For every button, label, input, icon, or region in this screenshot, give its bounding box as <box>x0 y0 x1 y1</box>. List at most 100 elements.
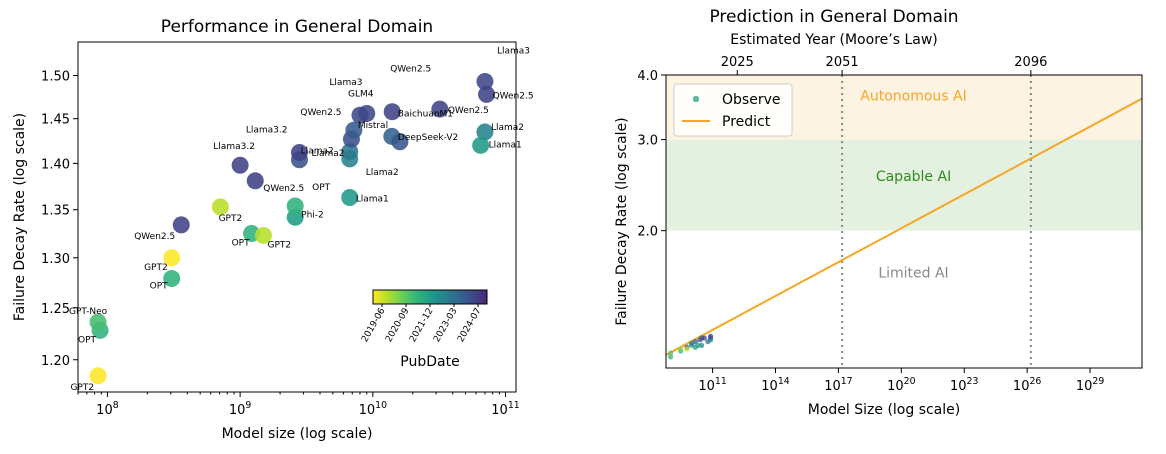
data-point <box>211 198 229 216</box>
top-axis-label: Estimated Year (Moore’s Law) <box>730 32 937 48</box>
point-label: Llama1 <box>489 140 522 150</box>
data-point <box>290 144 308 162</box>
observe-point <box>668 350 674 356</box>
top-tick-label: 2051 <box>826 55 859 70</box>
point-label: DeepSeek-V2 <box>398 133 458 143</box>
point-label: QWen2.5 <box>390 65 431 75</box>
y-tick-label: 1.25 <box>41 302 70 317</box>
data-point <box>351 106 369 124</box>
data-point <box>341 143 359 161</box>
x-tick-label: 1017 <box>824 376 852 394</box>
point-label: Llama2 <box>311 149 344 159</box>
x-axis-label: Model size (log scale) <box>222 426 373 442</box>
data-point <box>89 367 107 385</box>
point-label: Llama3.2 <box>213 142 255 152</box>
predict-line <box>665 97 1143 356</box>
point-label: BaichuanM1 <box>398 109 453 119</box>
point-label: GLM4 <box>348 89 374 99</box>
observe-point <box>701 335 707 341</box>
observe-point <box>692 344 698 350</box>
colorbar <box>372 289 488 305</box>
top-tick-label: 2096 <box>1014 55 1047 70</box>
point-label: Llama1 <box>356 195 389 205</box>
region-band <box>666 230 1142 368</box>
point-label: QWen2.5 <box>448 106 489 116</box>
x-tick-label: 1026 <box>1013 376 1041 394</box>
legend-label: Predict <box>722 114 771 130</box>
colorbar-tick-label: 2024-07 <box>456 307 483 345</box>
data-point <box>286 197 304 215</box>
x-tick-label: 1029 <box>1076 376 1104 394</box>
observe-point <box>692 339 698 345</box>
data-point <box>345 121 363 139</box>
data-point <box>231 156 249 174</box>
colorbar-label: PubDate <box>400 354 459 370</box>
point-label: GPT2 <box>267 240 291 250</box>
point-label: Llama2 <box>491 123 524 133</box>
y-tick-label: 4.0 <box>637 69 658 84</box>
data-point <box>341 189 359 207</box>
y-tick-label: 1.30 <box>41 252 70 267</box>
observe-point <box>707 333 714 339</box>
point-label: QWen2.5 <box>263 184 304 194</box>
point-label: QWen2.5 <box>493 91 534 101</box>
x-tick-label: 1011 <box>698 376 726 394</box>
x-tick-label: 1011 <box>491 400 519 418</box>
x-tick-label: 108 <box>96 400 119 418</box>
x-tick-label: 1010 <box>359 400 387 418</box>
y-tick-label: 2.0 <box>637 225 658 240</box>
data-point <box>163 270 181 288</box>
data-point <box>391 133 409 151</box>
y-tick-label: 1.50 <box>41 70 70 85</box>
data-point <box>172 216 190 234</box>
data-point <box>246 172 264 190</box>
y-axis-label: Failure Decay Rate (log scale) <box>12 113 28 321</box>
data-point <box>383 103 401 121</box>
data-point <box>472 136 490 154</box>
point-label: OPT <box>150 282 169 292</box>
chart-title: Performance in General Domain <box>161 17 433 37</box>
data-point <box>163 249 181 267</box>
legend-box <box>673 83 793 137</box>
observe-point <box>668 354 674 360</box>
y-tick-label: 1.35 <box>41 204 70 219</box>
y-tick-label: 1.20 <box>41 354 70 369</box>
point-label: Llama3.2 <box>246 126 288 136</box>
point-labels: GPT2 OPT GPT-Neo GPT2 OPT QWen2.5 GPT2 Llama3.2… <box>69 46 534 392</box>
y-tick-label: 3.0 <box>637 134 658 149</box>
point-label: OPT <box>312 183 331 193</box>
top-tick-label: 2025 <box>721 55 754 70</box>
data-point <box>476 72 494 90</box>
region-label: Autonomous AI <box>860 89 966 105</box>
point-label: Phi-2 <box>301 210 324 220</box>
data-points <box>89 72 496 385</box>
region-label: Capable AI <box>876 169 951 185</box>
y-tick-label: 1.40 <box>41 157 70 172</box>
plot-frame <box>77 41 517 393</box>
point-label: Mistral <box>358 121 388 131</box>
point-label: QWen2.5 <box>300 108 341 118</box>
point-label: Llama3 <box>497 46 530 56</box>
point-label: Llama3 <box>329 78 362 88</box>
point-label: GPT-Neo <box>69 307 108 317</box>
point-label: OPT <box>232 239 251 249</box>
x-tick-label: 1020 <box>887 376 915 394</box>
point-label: GPT2 <box>70 383 94 393</box>
left-chart: Performance in General Domain GPT2 OPT GPT-… <box>12 17 534 442</box>
point-label: GPT2 <box>144 263 168 273</box>
x-tick-label: 109 <box>229 400 252 418</box>
data-point <box>431 100 449 118</box>
observe-point <box>699 342 705 348</box>
data-point <box>476 123 494 141</box>
observe-point <box>705 339 711 345</box>
data-point <box>89 313 107 331</box>
right-chart: Autonomous AI Capable AI Limited AI Predict… <box>614 7 1143 418</box>
y-axis-label: Failure Decay Rate (log scale) <box>614 117 630 325</box>
point-label: QWen2.5 <box>134 232 175 242</box>
observe-point <box>678 346 684 352</box>
point-label: OPT <box>78 335 97 345</box>
observe-point <box>684 346 690 352</box>
legend-observe-marker <box>692 95 700 103</box>
point-label: Llama2 <box>301 147 334 157</box>
